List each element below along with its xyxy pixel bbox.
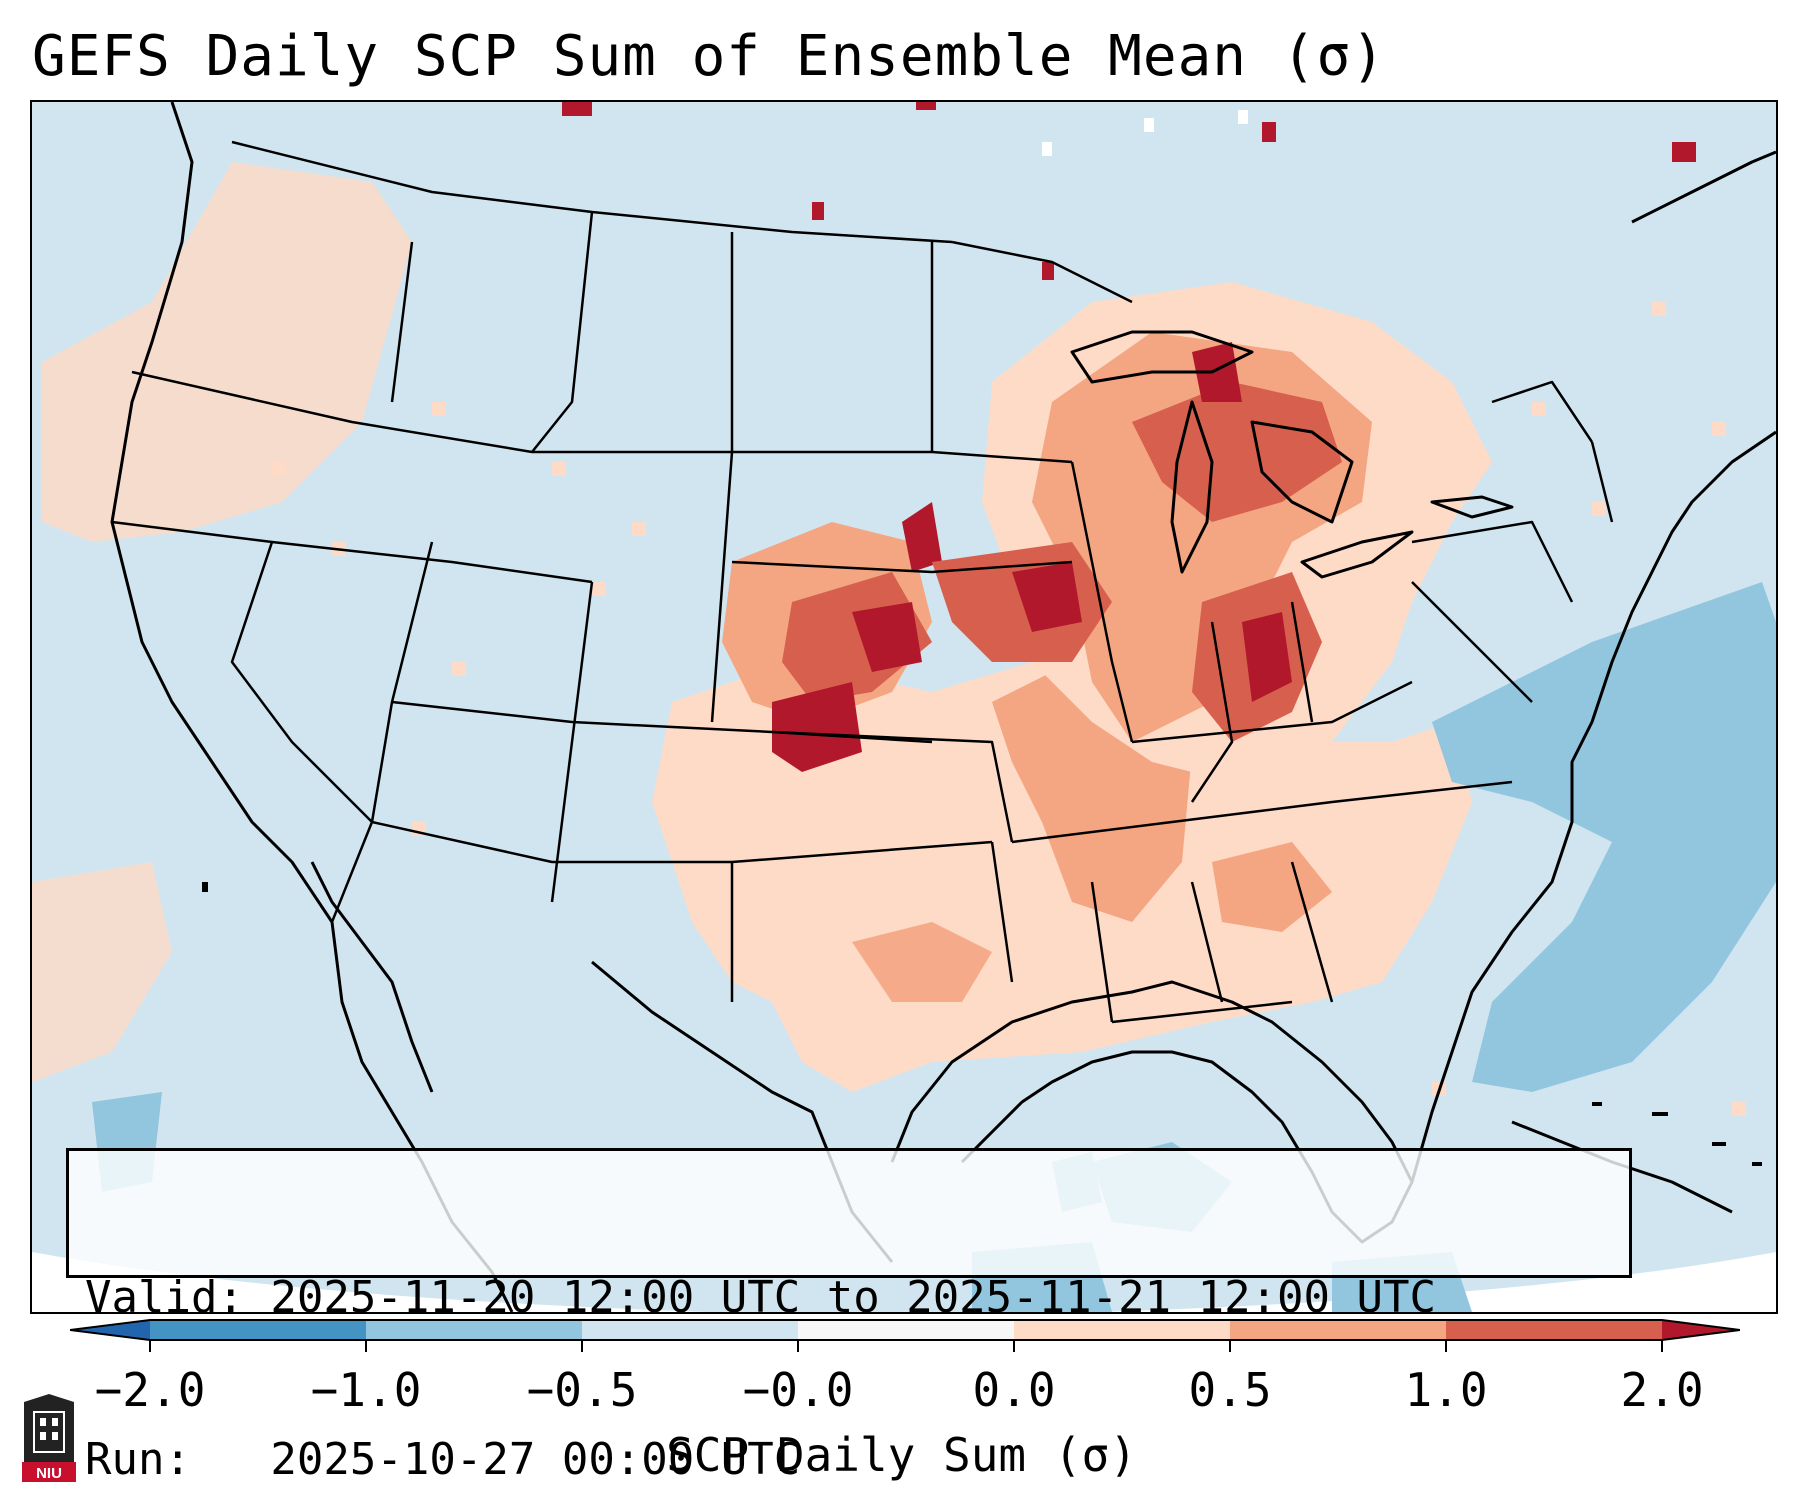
field-region [652, 662, 1472, 1092]
field-region [42, 162, 412, 542]
colorbar [70, 1319, 1740, 1352]
colorbar-segment [150, 1320, 366, 1340]
state-border [1290, 861, 1334, 1003]
state-border [371, 820, 732, 864]
state-border [771, 730, 1014, 843]
field-speckles [272, 302, 1746, 1116]
state-border [1190, 621, 1234, 803]
coastline-atlantic [1410, 430, 1776, 1183]
canada-border-east [951, 240, 1133, 304]
colorbar-segment [1230, 1320, 1446, 1340]
valid-time-line: Valid: 2025-11-20 12:00 UTC to 2025-11-2… [85, 1272, 1437, 1323]
field-region [902, 502, 942, 572]
state-border [1090, 881, 1114, 1023]
scp-field [32, 102, 1776, 1312]
state-border [731, 840, 993, 864]
field-region [1212, 842, 1332, 932]
state-border [1411, 581, 1533, 703]
colorbar-segment [1446, 1320, 1662, 1340]
field-region [772, 682, 862, 772]
logo-banner [22, 1462, 76, 1482]
colorbar-tick-label: 1.0 [1404, 1363, 1488, 1417]
lake-ontario [1430, 495, 1514, 519]
colorbar-tick-label: −0.5 [526, 1363, 638, 1417]
field-region [1012, 562, 1082, 632]
state-border [1131, 680, 1413, 744]
lake-superior [1070, 330, 1254, 384]
colorbar-extend-min [70, 1320, 150, 1340]
state-border [1290, 601, 1314, 723]
state-border [1491, 380, 1594, 443]
projection-edge [32, 1252, 1776, 1312]
state-border [710, 451, 734, 723]
field-region [1242, 612, 1292, 702]
run-time-line: Run: 2025-10-27 00:00 UTC [85, 1434, 801, 1485]
map-title: GEFS Daily SCP Sum of Ensemble Mean (σ) [32, 24, 1386, 89]
colorbar-segment [582, 1320, 798, 1340]
logo-text: NIU [36, 1465, 62, 1482]
state-border [990, 841, 1014, 983]
colorbar-tick-label: −0.0 [742, 1363, 854, 1417]
coastline-canada-east [1631, 150, 1776, 224]
colorbar-segment [366, 1320, 582, 1340]
state-border [1590, 441, 1614, 523]
lake-erie [1300, 530, 1414, 579]
state-border [1411, 520, 1574, 603]
islands [202, 882, 1762, 1166]
field-region [782, 572, 932, 702]
state-border [1011, 780, 1513, 844]
field-hotspots [562, 102, 1696, 280]
state-border [550, 581, 594, 903]
field-gaps [1042, 110, 1248, 156]
field-region [32, 862, 172, 1082]
state-border [1190, 881, 1224, 1003]
state-borders [111, 140, 1614, 1024]
field-region [852, 602, 922, 672]
state-border [230, 541, 374, 923]
state-border [1111, 1000, 1293, 1024]
colorbar-segment [798, 1320, 1014, 1340]
state-border [531, 211, 594, 453]
state-border [111, 520, 593, 584]
state-border [390, 241, 414, 403]
lake-huron [1250, 420, 1354, 524]
colorbar-segment [1014, 1320, 1230, 1340]
field-region [1192, 342, 1242, 402]
state-border [391, 700, 933, 744]
lake-michigan [1170, 400, 1214, 574]
coastlines [110, 102, 1776, 1312]
map-panel [30, 100, 1778, 1314]
field-region [1132, 382, 1342, 522]
niu-logo: NIU [22, 1394, 76, 1482]
colorbar-tick-label: −2.0 [94, 1363, 206, 1417]
colorbar-extend-max [1662, 1320, 1740, 1340]
colorbar-tick-label: 0.0 [972, 1363, 1056, 1417]
state-border [1070, 461, 1134, 743]
field-region [852, 922, 992, 1002]
colorbar-ticks [149, 1340, 1663, 1352]
colorbar-tick-label: 2.0 [1620, 1363, 1704, 1417]
colorbar-tick-label: −1.0 [310, 1363, 422, 1417]
map-canvas [32, 102, 1776, 1312]
coastline-baja [310, 861, 434, 1093]
field-region [1432, 582, 1776, 1092]
great-lakes [1070, 330, 1514, 579]
colorbar-tick-label: 0.5 [1188, 1363, 1272, 1417]
state-border [731, 560, 1073, 574]
coastline-pacific [110, 102, 514, 1312]
colorbar-label: SCP Daily Sum (σ) [666, 1428, 1137, 1482]
state-border [131, 370, 1073, 464]
valid-run-info-box: Valid: 2025-11-20 12:00 UTC to 2025-11-2… [66, 1148, 1632, 1485]
